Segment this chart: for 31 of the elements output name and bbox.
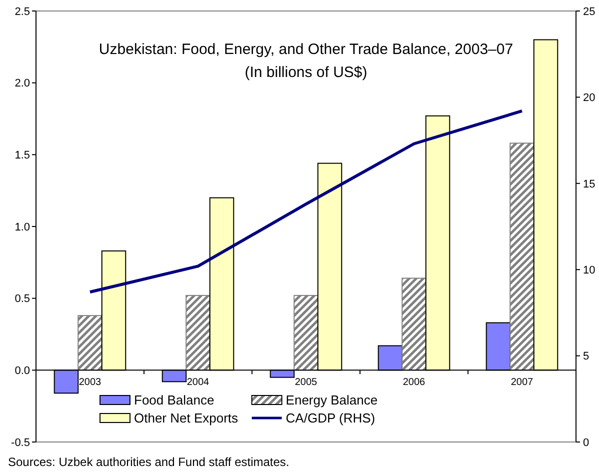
x-tick-label: 2006 bbox=[402, 377, 426, 388]
y-tick-label: 0.0 bbox=[14, 365, 30, 378]
y2-tick-label: 20 bbox=[583, 92, 596, 104]
y2-tick-label: 0 bbox=[583, 436, 590, 449]
source-note: Sources: Uzbek authorities and Fund staff estimates. bbox=[8, 455, 290, 469]
bar bbox=[294, 294, 318, 371]
legend-label: Energy Balance bbox=[286, 392, 378, 408]
text: (In billions of US$) bbox=[244, 64, 368, 81]
y-tick-label: 1.5 bbox=[14, 150, 30, 162]
y2-tick-label: 10 bbox=[583, 264, 596, 276]
x-tick-label: 2004 bbox=[186, 377, 210, 388]
bar bbox=[186, 294, 210, 371]
legend-label: Food Balance bbox=[134, 392, 214, 408]
bar bbox=[402, 278, 426, 371]
y2-tick-label: 25 bbox=[583, 6, 596, 18]
line-series bbox=[88, 109, 524, 294]
text: Uzbekistan: Food, Energy, and Other Trade Balance, 2003–07 bbox=[98, 41, 514, 58]
legend-label: Other Net Exports bbox=[134, 410, 239, 426]
y2-tick-label: 15 bbox=[583, 178, 596, 190]
y-tick-label: -0.5 bbox=[11, 436, 30, 449]
y-tick-label: 1.0 bbox=[14, 221, 30, 234]
x-tick-label: 2003 bbox=[78, 377, 102, 388]
y-tick-label: 0.5 bbox=[14, 293, 30, 306]
y-tick-label: 2.0 bbox=[14, 78, 30, 90]
x-tick-label: 2007 bbox=[510, 377, 534, 388]
bar bbox=[510, 142, 534, 371]
bar bbox=[78, 315, 102, 371]
y-tick-label: 2.5 bbox=[14, 6, 30, 18]
legend-label: CA/GDP (RHS) bbox=[286, 410, 376, 426]
x-tick-label: 2005 bbox=[294, 377, 318, 388]
y2-tick-label: 5 bbox=[583, 350, 590, 363]
